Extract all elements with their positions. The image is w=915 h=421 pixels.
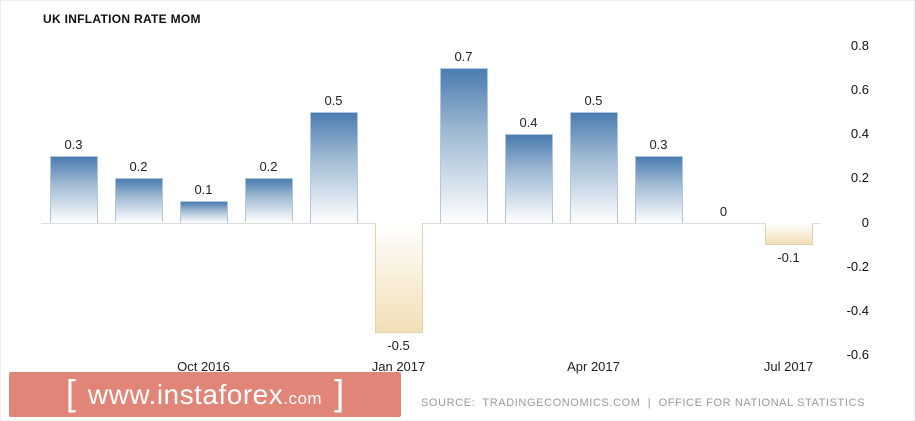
bar (439, 68, 488, 223)
y-axis-tick-label: 0 (861, 214, 869, 230)
bar-value-label: -0.1 (777, 249, 800, 265)
y-axis-tick-label: -0.2 (846, 258, 869, 274)
bar (764, 222, 813, 245)
bar (179, 200, 228, 223)
y-axis-tick-label: 0.4 (850, 126, 869, 142)
source-text: SOURCE: TRADINGECONOMICS.COM | OFFICE FO… (421, 397, 866, 409)
chart-title: UK INFLATION RATE MOM (43, 12, 201, 26)
y-axis-tick-label: 0.2 (850, 170, 869, 186)
bar (49, 156, 98, 223)
bar (504, 134, 553, 223)
bar-value-label: 0.3 (64, 137, 83, 153)
bar-value-label: 0 (719, 203, 728, 219)
bar-value-label: 0.7 (454, 49, 473, 65)
bar-value-label: 0.2 (129, 159, 148, 175)
bar (114, 178, 163, 223)
x-axis-tick-label: Oct 2016 (177, 359, 230, 374)
bar-value-label: 0.3 (649, 137, 668, 153)
x-axis-tick-label: Apr 2017 (567, 359, 620, 374)
zero-axis-line (41, 223, 821, 224)
bar-value-label: -0.5 (387, 337, 410, 353)
bar-value-label: 0.2 (259, 159, 278, 175)
bar (634, 156, 683, 223)
x-axis-tick-label: Jul 2017 (763, 359, 814, 374)
logo-text: www.instaforex .com (87, 378, 323, 410)
bar (569, 112, 618, 223)
y-axis-tick-label: -0.4 (846, 302, 869, 318)
logo-bracket-left-icon: [ (65, 371, 76, 413)
x-axis-tick-label: Jan 2017 (371, 359, 426, 374)
logo-bracket-right-icon: ] (334, 371, 345, 413)
bar-value-label: 0.5 (584, 93, 603, 109)
y-axis-tick-label: 0.6 (850, 82, 869, 98)
y-axis-tick-label: 0.8 (850, 38, 869, 53)
bar (374, 222, 423, 333)
bar-value-label: 0.5 (324, 93, 343, 109)
bar (309, 112, 358, 223)
bar-value-label: 0.4 (519, 115, 538, 131)
instaforex-logo[interactable]: [ www.instaforex .com ] (9, 372, 401, 417)
bar (244, 178, 293, 223)
y-axis-tick-label: -0.6 (846, 347, 869, 362)
bar-value-label: 0.1 (194, 181, 213, 197)
